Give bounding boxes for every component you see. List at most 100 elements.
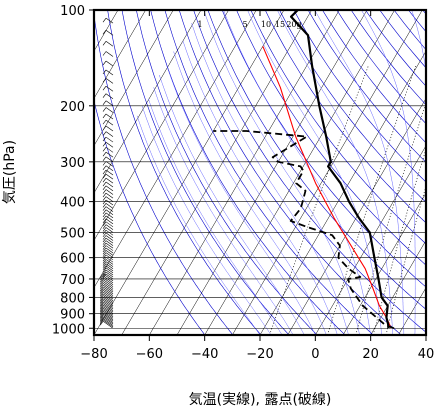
wind-barb — [99, 316, 114, 325]
parcel-line — [262, 46, 392, 329]
wind-barb-shaft — [105, 107, 114, 113]
wind-barb — [102, 235, 114, 241]
mixing-ratio-label: 15 — [275, 20, 285, 29]
dry-adiabat-line — [164, 10, 374, 335]
wind-barb-flag — [99, 277, 104, 282]
wind-barb-flag — [102, 169, 107, 175]
wind-barb-shaft — [103, 284, 114, 293]
wind-barb-flag — [102, 240, 107, 245]
wind-barb-shaft — [105, 136, 114, 143]
wind-barb — [102, 51, 114, 57]
wind-barb-flag — [99, 313, 104, 319]
wind-barb — [99, 306, 114, 314]
wind-barb — [99, 319, 114, 328]
wind-barb-shaft — [105, 93, 114, 99]
moist-adiabat-line — [153, 87, 294, 335]
moist-adiabat-line — [277, 10, 394, 335]
wind-barb-flag — [99, 316, 104, 322]
y-tick-label: 900 — [60, 308, 85, 323]
wind-barb — [99, 286, 114, 295]
wind-barb-shaft — [105, 215, 114, 222]
wind-barb-flag — [99, 304, 104, 310]
wind-barb-flag — [102, 271, 107, 277]
wind-barb — [99, 275, 114, 284]
moist-adiabat-line — [247, 10, 382, 335]
dry-adiabat-line — [236, 10, 426, 266]
isotherm-line — [94, 10, 285, 335]
wind-barb-shaft — [103, 281, 114, 289]
wind-barb-shaft — [103, 286, 114, 295]
wind-barb-shaft — [105, 192, 114, 199]
isotherm-line — [121, 10, 312, 335]
wind-barb-flag — [99, 286, 104, 292]
wind-barb-flag — [102, 203, 107, 208]
y-tick-label: 200 — [60, 100, 85, 115]
wind-barb-flag — [99, 318, 104, 323]
wind-barb-shaft — [103, 298, 114, 307]
wind-barb-shaft — [105, 17, 114, 24]
wind-barb-shaft — [103, 310, 114, 319]
wind-barb — [99, 303, 114, 311]
x-tick-label: −60 — [136, 347, 163, 362]
y-tick-label: 500 — [60, 226, 85, 241]
wind-barb — [102, 242, 114, 249]
wind-barb — [102, 196, 114, 202]
wind-barb-flag — [99, 291, 104, 297]
wind-barb-shaft — [105, 189, 114, 195]
wind-barb-shaft — [105, 161, 114, 167]
wind-barb-flag — [102, 181, 107, 187]
wind-barb-shaft — [105, 242, 114, 249]
moist-adiabat-line — [191, 23, 349, 335]
wind-barb-shaft — [105, 271, 114, 278]
wind-barb-shaft — [105, 173, 114, 180]
wind-barb-flag — [102, 230, 107, 235]
wind-barb — [102, 165, 114, 172]
dry-adiabat-line — [193, 10, 426, 333]
wind-barb — [99, 290, 114, 298]
dry-adiabat-line — [307, 10, 426, 163]
wind-barb-flag — [102, 113, 107, 119]
wind-barb-shaft — [105, 261, 114, 267]
wind-barb — [102, 107, 114, 113]
wind-barb-shaft — [105, 240, 114, 246]
wind-barb-shaft — [103, 275, 114, 284]
wind-barb-flag — [99, 288, 104, 293]
wind-barb-flag — [102, 165, 107, 170]
isotherm-line — [204, 10, 395, 335]
wind-barb-flag — [102, 235, 107, 240]
mixing-ratio-label: 1 — [197, 20, 202, 29]
dry-adiabat-line — [107, 10, 262, 335]
wind-barb-flag — [102, 263, 107, 268]
dry-adiabat-line — [250, 10, 426, 245]
wind-barb-flag — [99, 308, 104, 313]
wind-barb-flag — [102, 86, 107, 91]
wind-barb-shaft — [105, 221, 114, 228]
wind-barb-shaft — [103, 321, 114, 329]
wind-barb-shaft — [103, 288, 114, 296]
wind-barb-shaft — [105, 51, 114, 57]
isotherm-line — [232, 10, 423, 335]
moist-adiabat-line — [166, 65, 316, 335]
wind-barb-flag — [102, 259, 107, 264]
wind-barb-shaft — [105, 247, 114, 254]
wind-barb — [102, 265, 114, 272]
moist-adiabat-line — [314, 10, 405, 335]
wind-barb-shaft — [105, 196, 114, 202]
wind-barb-shaft — [105, 273, 114, 280]
wind-barb — [99, 293, 114, 302]
dry-adiabat-line — [221, 10, 426, 288]
wind-barb-flag — [99, 321, 104, 326]
wind-barb-shaft — [103, 313, 114, 322]
wind-barb-flag — [99, 293, 104, 299]
wind-barb-flag — [102, 151, 107, 157]
dry-adiabat-line — [136, 10, 318, 335]
wind-barb-flag — [99, 273, 104, 279]
wind-barb — [102, 212, 114, 219]
wind-barb — [99, 277, 114, 286]
wind-barb-flag — [99, 309, 104, 314]
wind-barb-shaft — [103, 316, 114, 325]
y-tick-label: 100 — [60, 4, 85, 19]
wind-barb-flag — [102, 78, 107, 83]
x-tick-label: 40 — [418, 347, 435, 362]
wind-barb-flag — [99, 295, 104, 300]
